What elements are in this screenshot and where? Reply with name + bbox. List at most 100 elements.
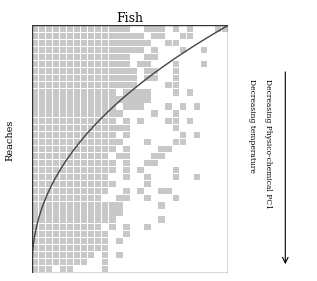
Bar <box>179 47 186 53</box>
Bar <box>67 26 74 32</box>
Bar <box>123 33 130 39</box>
Bar <box>74 132 81 138</box>
Bar <box>81 195 87 201</box>
Bar <box>60 153 66 159</box>
Bar <box>109 125 115 131</box>
Bar <box>67 224 74 230</box>
Bar <box>88 146 94 152</box>
Bar <box>172 167 179 173</box>
Bar <box>39 216 45 223</box>
Bar <box>39 202 45 209</box>
Bar <box>102 117 108 124</box>
Bar <box>32 82 38 89</box>
Bar <box>123 146 130 152</box>
Bar <box>88 110 94 117</box>
Bar <box>123 96 130 103</box>
Bar <box>32 89 38 96</box>
Bar <box>88 33 94 39</box>
Bar <box>102 82 108 89</box>
Bar <box>74 54 81 60</box>
Bar <box>81 61 87 67</box>
Bar <box>88 40 94 46</box>
Bar <box>53 259 59 265</box>
Bar <box>102 110 108 117</box>
Bar <box>53 110 59 117</box>
Bar <box>60 160 66 166</box>
Bar <box>53 82 59 89</box>
Text: Reaches: Reaches <box>5 120 14 161</box>
Bar <box>60 202 66 209</box>
Bar <box>39 167 45 173</box>
Bar <box>95 167 101 173</box>
Bar <box>46 167 52 173</box>
Bar <box>32 266 38 272</box>
Bar <box>172 125 179 131</box>
Bar <box>137 89 144 96</box>
Bar <box>95 153 101 159</box>
Bar <box>123 47 130 53</box>
Bar <box>32 110 38 117</box>
Bar <box>74 216 81 223</box>
Bar <box>74 209 81 216</box>
Bar <box>60 216 66 223</box>
Bar <box>67 54 74 60</box>
Bar <box>123 224 130 230</box>
Bar <box>67 68 74 74</box>
Bar <box>123 231 130 237</box>
Bar <box>123 188 130 194</box>
Bar <box>81 238 87 244</box>
Bar <box>109 103 115 110</box>
Bar <box>172 195 179 201</box>
Bar <box>81 40 87 46</box>
Bar <box>145 174 151 180</box>
Bar <box>172 117 179 124</box>
Bar <box>53 174 59 180</box>
Bar <box>145 139 151 145</box>
Bar <box>179 103 186 110</box>
Bar <box>81 146 87 152</box>
Bar <box>46 202 52 209</box>
Bar <box>32 146 38 152</box>
Bar <box>60 82 66 89</box>
Bar <box>95 33 101 39</box>
Bar <box>60 167 66 173</box>
Bar <box>74 125 81 131</box>
Bar <box>81 202 87 209</box>
Bar <box>137 117 144 124</box>
Bar <box>123 160 130 166</box>
Bar <box>130 89 137 96</box>
Bar <box>32 33 38 39</box>
Bar <box>46 231 52 237</box>
Bar <box>67 117 74 124</box>
Bar <box>88 195 94 201</box>
Bar <box>46 54 52 60</box>
Bar <box>88 68 94 74</box>
Bar <box>116 82 123 89</box>
Bar <box>67 202 74 209</box>
Bar <box>152 75 158 81</box>
Bar <box>46 96 52 103</box>
Bar <box>102 54 108 60</box>
Bar <box>179 33 186 39</box>
Bar <box>81 103 87 110</box>
Bar <box>102 75 108 81</box>
Bar <box>60 75 66 81</box>
Bar <box>81 174 87 180</box>
Bar <box>74 82 81 89</box>
Bar <box>53 40 59 46</box>
Bar <box>137 40 144 46</box>
Bar <box>88 132 94 138</box>
Bar <box>123 167 130 173</box>
Bar <box>95 82 101 89</box>
Bar <box>109 132 115 138</box>
Bar <box>39 245 45 251</box>
Bar <box>102 188 108 194</box>
Bar <box>32 26 38 32</box>
Bar <box>102 40 108 46</box>
Bar <box>152 68 158 74</box>
Bar <box>32 54 38 60</box>
Bar <box>102 216 108 223</box>
Bar <box>46 89 52 96</box>
Bar <box>67 188 74 194</box>
Bar <box>201 47 207 53</box>
